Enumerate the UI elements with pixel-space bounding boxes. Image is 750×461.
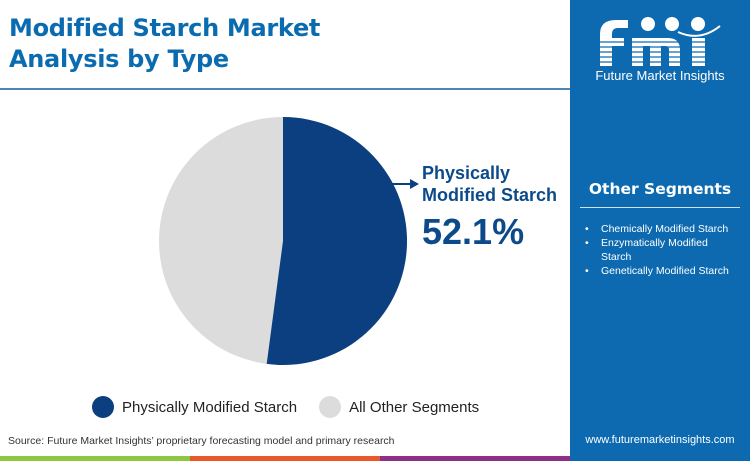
- pie-slice-physically-modified: [266, 117, 408, 365]
- legend-label: Physically Modified Starch: [122, 398, 298, 416]
- other-segments-divider: [580, 207, 740, 208]
- fmi-logo-icon: [595, 17, 721, 66]
- footer-stripe-green: [0, 456, 190, 461]
- source-note: Source: Future Market Insights’ propriet…: [8, 435, 395, 447]
- legend-swatch-other: [319, 396, 342, 418]
- footer-stripe-purple: [380, 456, 570, 461]
- title-divider: [0, 88, 570, 90]
- callout-value: 52.1%: [422, 211, 525, 252]
- legend-item: Physically Modified Starch: [92, 396, 297, 418]
- legend-label: All Other Segments: [349, 398, 480, 416]
- callout-label: Physically Modified Starch: [422, 163, 558, 205]
- list-item: Enzymatically Modified Starch: [582, 236, 721, 264]
- legend-swatch-primary: [92, 396, 114, 418]
- page-title: Modified Starch Market Analysis by Type: [9, 14, 321, 73]
- footer-stripe-orange: [190, 456, 380, 461]
- logo-text: Future Market Insights: [595, 68, 725, 83]
- list-item: Chemically Modified Starch: [582, 222, 748, 236]
- other-segments-list: Chemically Modified Starch Enzymatically…: [582, 222, 748, 278]
- other-segments-title: Other Segments: [588, 180, 732, 198]
- legend-item: All Other Segments: [319, 396, 479, 418]
- callout: Physically Modified Starch 52.1%: [422, 162, 572, 252]
- callout-arrow-icon: [391, 179, 419, 189]
- website-url: www.futuremarketinsights.com: [585, 434, 735, 446]
- sidebar-panel: Future Market Insights Other Segments Ch…: [570, 0, 750, 461]
- pie-chart: [159, 117, 408, 365]
- list-item: Genetically Modified Starch: [582, 264, 748, 278]
- legend: Physically Modified Starch All Other Seg…: [92, 396, 501, 418]
